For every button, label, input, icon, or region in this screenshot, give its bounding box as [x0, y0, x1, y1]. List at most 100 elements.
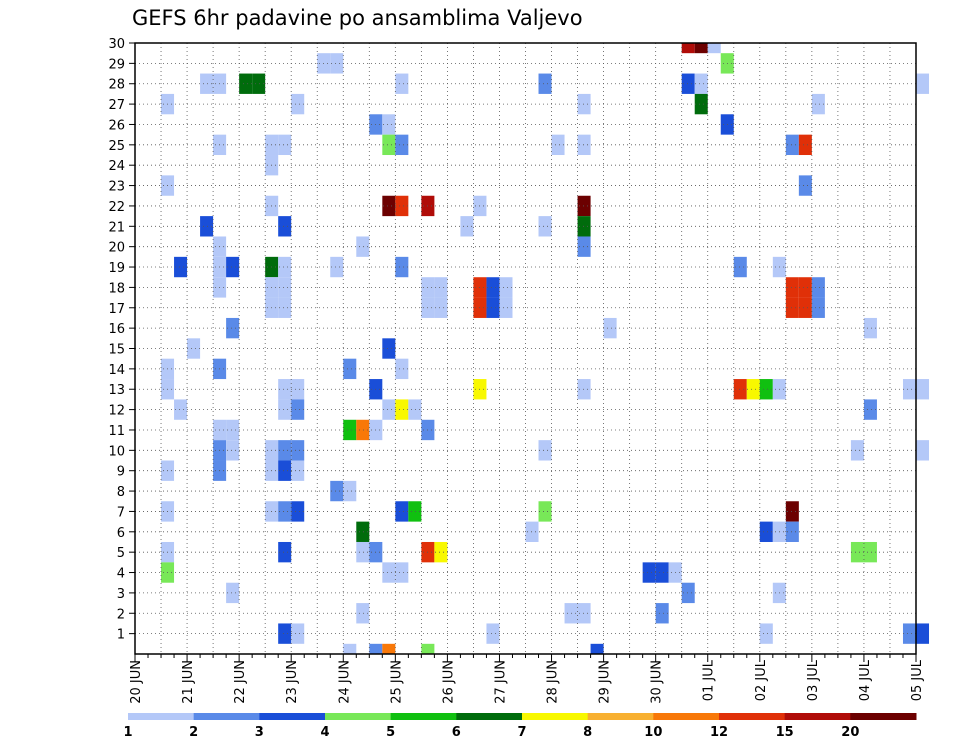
- precip-cell: [642, 562, 656, 583]
- precip-cell: [278, 256, 292, 278]
- precip-cell: [434, 297, 448, 318]
- y-tick-label: 12: [108, 404, 125, 419]
- y-tick-label: 16: [108, 322, 125, 337]
- x-tick-label: 01 JUL: [702, 659, 717, 701]
- precip-cell: [798, 134, 812, 156]
- precip-cell: [538, 501, 552, 522]
- legend-swatch: [653, 713, 720, 720]
- precip-cell: [278, 297, 292, 318]
- precip-cell: [759, 521, 773, 542]
- precip-cell: [785, 501, 799, 522]
- legend-swatch: [325, 713, 392, 720]
- precip-cell: [382, 643, 396, 654]
- precip-cell: [850, 440, 864, 461]
- legend-label: 10: [644, 725, 662, 740]
- precip-cell: [395, 358, 409, 380]
- precip-cell: [291, 460, 305, 481]
- legend-label: 8: [583, 725, 592, 740]
- precip-cell: [603, 317, 617, 339]
- precip-cell: [278, 541, 292, 563]
- y-tick-label: 25: [108, 139, 125, 154]
- x-tick-label: 30 JUN: [650, 660, 665, 704]
- precip-cell: [382, 338, 396, 359]
- legend-label: 4: [320, 725, 329, 740]
- x-tick-label: 20 JUN: [129, 660, 144, 704]
- precip-cell: [382, 399, 396, 420]
- y-tick-label: 28: [108, 78, 125, 93]
- y-tick-label: 2: [117, 607, 125, 622]
- precip-cell: [239, 73, 253, 94]
- precip-cell: [200, 216, 214, 237]
- precip-cell: [733, 379, 747, 400]
- precip-cell: [330, 480, 344, 502]
- precip-cell: [798, 175, 812, 196]
- precip-cell: [577, 134, 591, 156]
- precip-cell: [916, 623, 930, 644]
- precip-cell: [408, 399, 422, 420]
- chart-title: GEFS 6hr padavine po ansamblima Valjevo: [132, 6, 583, 30]
- precip-cell: [395, 195, 409, 217]
- precip-cell: [291, 399, 305, 420]
- precip-cell: [395, 256, 409, 278]
- precip-cell: [434, 541, 448, 563]
- precip-cell: [577, 216, 591, 237]
- precip-cell: [551, 134, 565, 156]
- precip-cell: [434, 277, 448, 298]
- precip-cell: [590, 643, 604, 654]
- y-tick-label: 29: [108, 57, 125, 72]
- precip-cell: [460, 216, 474, 237]
- precip-cell: [785, 134, 799, 156]
- precip-cell: [395, 562, 409, 583]
- precip-cell: [226, 256, 240, 278]
- y-tick-label: 1: [117, 628, 125, 643]
- precip-cell: [694, 93, 708, 115]
- precip-cell: [278, 379, 292, 400]
- precip-cell: [538, 440, 552, 461]
- y-tick-label: 4: [117, 567, 125, 582]
- precip-cell: [850, 541, 864, 563]
- x-tick-label: 21 JUN: [181, 660, 196, 704]
- precip-cell: [798, 277, 812, 298]
- precip-cell: [278, 134, 292, 156]
- precip-cell: [863, 317, 877, 339]
- precip-cell: [382, 195, 396, 217]
- legend-swatch: [784, 713, 851, 720]
- precip-cell: [395, 134, 409, 156]
- precip-cell: [291, 379, 305, 400]
- precip-cell: [278, 216, 292, 237]
- x-tick-label: 29 JUN: [598, 660, 613, 704]
- legend-swatch: [128, 713, 195, 720]
- precip-cell: [681, 582, 695, 604]
- x-tick-label: 24 JUN: [337, 660, 352, 704]
- precip-cell: [916, 379, 930, 400]
- precip-cell: [525, 521, 539, 542]
- legend-swatch: [850, 713, 917, 720]
- precip-cell: [343, 480, 357, 502]
- precip-cell: [382, 134, 396, 156]
- precip-cell: [577, 93, 591, 115]
- precip-cell: [343, 419, 357, 441]
- x-tick-label: 22 JUN: [233, 660, 248, 704]
- colorbar-legend: 1 2 3 4 5 6 7 8 10 12 15 20: [123, 713, 917, 740]
- x-tick-label: 27 JUN: [493, 660, 508, 704]
- precip-cell: [746, 379, 760, 400]
- precip-cell: [486, 623, 500, 644]
- precip-cell: [278, 501, 292, 522]
- precip-cell: [916, 73, 930, 94]
- precip-cell: [499, 277, 513, 298]
- legend-label: 1: [123, 725, 132, 740]
- x-tick-label: 02 JUL: [754, 659, 769, 701]
- x-tick-label: 25 JUN: [389, 660, 404, 704]
- precip-cell: [577, 236, 591, 257]
- precip-cell: [356, 541, 370, 563]
- precip-cell: [759, 379, 773, 400]
- precip-cell: [395, 501, 409, 522]
- precip-cell: [226, 317, 240, 339]
- precip-cell: [486, 277, 500, 298]
- precip-cell: [200, 73, 214, 94]
- x-tick-label: 04 JUL: [858, 659, 873, 701]
- precip-cell: [681, 73, 695, 94]
- precip-cell: [226, 440, 240, 461]
- precip-cell: [694, 43, 708, 54]
- precip-cell: [421, 643, 435, 654]
